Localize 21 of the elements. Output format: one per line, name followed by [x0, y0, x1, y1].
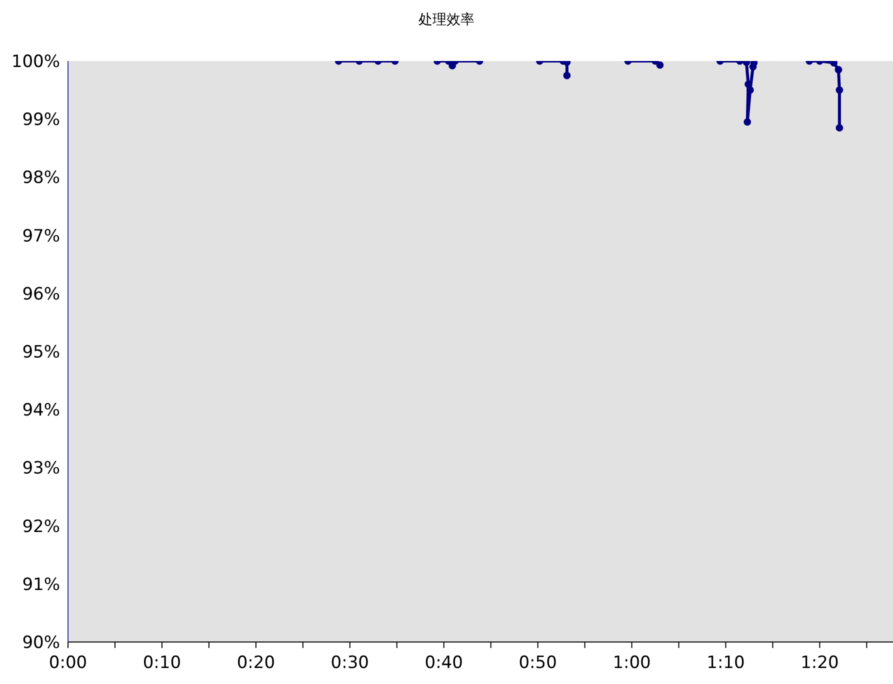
y-tick-label: 91% — [22, 574, 60, 595]
x-tick-label: 0:40 — [424, 653, 463, 674]
x-tick-label: 0:00 — [48, 653, 88, 674]
y-tick-label: 96% — [22, 284, 60, 304]
y-tick-label: 94% — [22, 400, 60, 421]
y-tick-label: 100% — [11, 52, 60, 72]
y-tick-label: 99% — [22, 110, 60, 130]
x-tick-label: 1:20 — [800, 653, 839, 674]
y-tick-label: 97% — [22, 226, 60, 246]
y-tick-label: 90% — [22, 633, 60, 654]
y-tick-label: 93% — [22, 458, 60, 479]
y-tick-label: 98% — [22, 168, 60, 188]
x-tick-label: 1:10 — [706, 653, 745, 674]
x-tick-label: 0:50 — [518, 653, 557, 674]
x-tick-label: 0:20 — [236, 653, 276, 674]
chart-title: 处理效率 — [418, 11, 476, 29]
x-tick-label: 1:00 — [612, 653, 651, 674]
y-tick-label: 92% — [22, 516, 60, 537]
x-tick-label: 0:10 — [142, 653, 182, 674]
x-tick-label: 0:30 — [330, 653, 369, 674]
y-tick-label: 95% — [22, 342, 60, 363]
